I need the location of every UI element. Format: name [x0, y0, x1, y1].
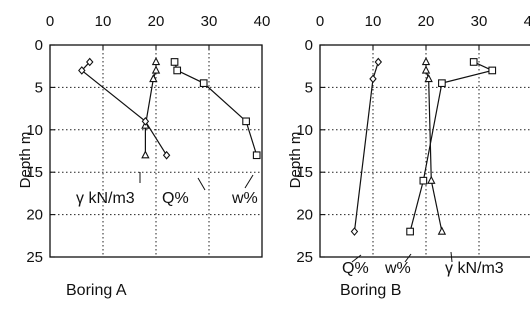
data-point-square: [438, 79, 446, 88]
panel-boring-a: 0 10 20 30 40 0 5 10 15 20 25 Depth m Boring A γ k…: [17, 13, 270, 299]
series-line-triangle: [425, 61, 443, 232]
y-tick-label: 0: [35, 37, 43, 54]
leader-q: [351, 254, 362, 263]
y-tick-label: 10: [26, 122, 43, 139]
x-tick-label: 10: [365, 13, 382, 30]
series-label-q: Q%: [162, 190, 189, 207]
series-line-diamond: [353, 61, 379, 232]
data-point-triangle: [421, 65, 431, 74]
data-point-diamond: [78, 66, 86, 75]
data-point-diamond: [141, 116, 150, 126]
data-point-diamond: [162, 150, 171, 160]
y-tick-label: 5: [305, 79, 313, 96]
series-label-w: w%: [231, 190, 258, 207]
data-point-triangle: [427, 175, 436, 184]
data-point-square: [488, 66, 497, 75]
data-point-diamond: [86, 57, 94, 67]
data-point-triangle: [151, 56, 161, 66]
series-label-gamma: γ kN/m3: [76, 190, 135, 207]
data-point-square: [242, 117, 250, 126]
x-tick-label: 40: [524, 13, 530, 30]
y-tick-label: 20: [26, 207, 43, 224]
y-tick-label: 15: [296, 164, 313, 181]
leader-q: [197, 177, 206, 191]
y-axis-label: Depth m: [17, 132, 34, 189]
data-point-square: [419, 176, 428, 185]
caption-boring-b: Boring B: [340, 282, 401, 299]
data-point-square: [252, 151, 261, 160]
y-tick-label: 5: [35, 79, 43, 96]
x-tick-label: 40: [254, 13, 271, 30]
x-tick-label: 30: [471, 13, 488, 30]
data-point-triangle: [151, 65, 161, 74]
x-tick-label: 0: [316, 13, 324, 30]
caption-boring-a: Boring A: [66, 282, 127, 299]
series-label-w: w%: [384, 260, 411, 277]
y-tick-label: 25: [296, 249, 313, 266]
data-point-square: [199, 79, 208, 88]
leader-w: [404, 253, 412, 263]
x-tick-label: 20: [148, 13, 165, 30]
x-tick-label: 30: [201, 13, 218, 30]
data-point-triangle: [437, 226, 447, 235]
data-point-triangle: [141, 150, 150, 159]
series-line-triangle: [144, 61, 157, 156]
data-point-square: [173, 66, 182, 75]
leader-gamma: [450, 251, 453, 263]
y-tick-label: 0: [305, 37, 313, 54]
data-point-square: [406, 227, 414, 236]
leader-w: [244, 174, 254, 189]
x-tick-label: 20: [418, 13, 435, 30]
series-label-q: Q%: [342, 260, 369, 277]
data-point-triangle: [149, 73, 158, 83]
y-tick-label: 10: [296, 122, 313, 139]
x-tick-label: 0: [46, 13, 54, 30]
data-point-diamond: [374, 57, 383, 67]
x-tick-label: 10: [95, 13, 112, 30]
data-point-square: [170, 58, 179, 66]
y-tick-label: 25: [26, 249, 43, 266]
data-point-triangle: [421, 56, 431, 66]
y-tick-label: 20: [296, 207, 313, 224]
data-point-diamond: [369, 74, 377, 84]
data-point-diamond: [350, 227, 359, 236]
plot-frame: [319, 44, 530, 258]
series-label-gamma: γ kN/m3: [445, 260, 504, 277]
data-point-triangle: [424, 73, 433, 83]
data-point-square: [469, 58, 478, 66]
series-line-diamond: [80, 61, 168, 156]
y-tick-label: 15: [26, 164, 43, 181]
y-axis-label: Depth m: [287, 132, 304, 189]
series-line-square: [173, 61, 258, 156]
series-line-square: [409, 61, 495, 232]
